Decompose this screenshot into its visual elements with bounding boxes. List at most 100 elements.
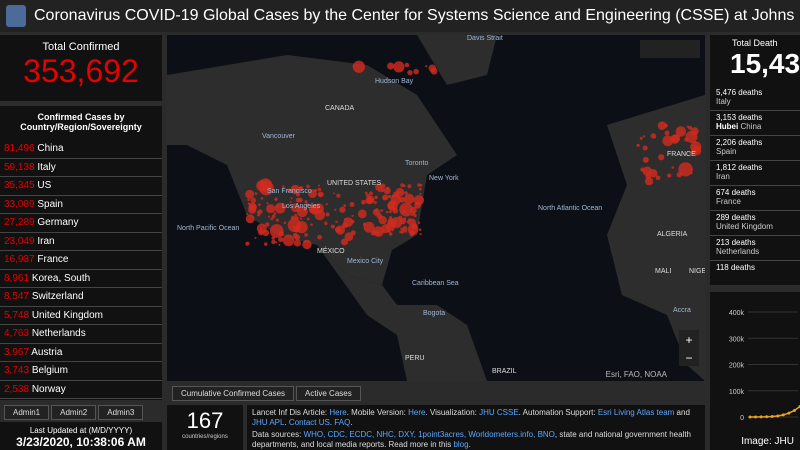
case-dot[interactable]	[257, 213, 261, 217]
case-dot[interactable]	[391, 194, 395, 198]
case-dot[interactable]	[691, 145, 702, 156]
case-dot[interactable]	[343, 204, 347, 208]
link[interactable]: FAQ	[334, 418, 351, 427]
link[interactable]: WHO, CDC, ECDC, NHC, DXY, 1point3acres, …	[303, 430, 555, 439]
list-row[interactable]: 16,937 France	[0, 251, 162, 270]
list-row[interactable]: 35,345 US	[0, 177, 162, 196]
case-dot[interactable]	[385, 210, 389, 214]
case-dot[interactable]	[274, 202, 286, 214]
case-dot[interactable]	[341, 238, 349, 246]
case-dot[interactable]	[317, 192, 322, 197]
case-dot[interactable]	[689, 151, 692, 155]
case-dot[interactable]	[258, 203, 261, 206]
case-dot[interactable]	[317, 234, 322, 240]
case-dot[interactable]	[419, 233, 422, 236]
case-dot[interactable]	[264, 242, 268, 246]
case-dot[interactable]	[399, 230, 403, 234]
case-dot[interactable]	[370, 230, 376, 236]
case-dot[interactable]	[361, 199, 366, 205]
case-dot[interactable]	[380, 209, 384, 212]
case-dot[interactable]	[407, 69, 413, 76]
case-dot[interactable]	[257, 210, 260, 214]
link[interactable]: Esri Living Atlas team	[597, 408, 675, 417]
case-dot[interactable]	[667, 173, 672, 178]
case-dot[interactable]	[376, 231, 380, 235]
case-dot[interactable]	[388, 230, 391, 233]
case-dot[interactable]	[644, 177, 654, 186]
case-dot[interactable]	[407, 184, 412, 189]
map-tools[interactable]	[640, 40, 700, 58]
case-dot[interactable]	[342, 222, 348, 229]
case-dot[interactable]	[413, 213, 417, 218]
case-dot[interactable]	[293, 239, 302, 247]
case-dot[interactable]	[325, 212, 330, 217]
case-dot[interactable]	[289, 201, 292, 204]
case-dot[interactable]	[245, 214, 255, 224]
case-dot[interactable]	[304, 200, 308, 204]
case-dot[interactable]	[387, 62, 395, 70]
tab[interactable]: Admin1	[4, 405, 50, 420]
case-dot[interactable]	[295, 197, 301, 203]
list-row[interactable]: 27,289 Germany	[0, 214, 162, 233]
case-dot[interactable]	[413, 68, 419, 75]
case-dot[interactable]	[384, 197, 387, 200]
case-dot[interactable]	[404, 191, 408, 195]
list-row[interactable]: 8,547 Switzerland	[0, 288, 162, 307]
case-dot[interactable]	[292, 225, 296, 229]
case-dot[interactable]	[266, 202, 269, 205]
case-dot[interactable]	[671, 166, 675, 169]
case-dot[interactable]	[266, 204, 276, 214]
case-dot[interactable]	[406, 220, 410, 224]
case-dot[interactable]	[260, 197, 264, 200]
case-dot[interactable]	[639, 136, 643, 140]
case-dot[interactable]	[417, 221, 421, 225]
case-dot[interactable]	[403, 193, 415, 205]
case-dot[interactable]	[418, 187, 422, 191]
link[interactable]: Contact US	[288, 418, 330, 427]
case-dot[interactable]	[373, 201, 377, 204]
tab[interactable]: Admin3	[98, 405, 144, 420]
case-dot[interactable]	[430, 67, 438, 75]
case-dot[interactable]	[688, 125, 693, 130]
case-dot[interactable]	[642, 145, 648, 151]
case-dot[interactable]	[399, 217, 407, 225]
case-dot[interactable]	[419, 183, 423, 187]
case-dot[interactable]	[364, 191, 368, 195]
list-row[interactable]: 3,967 Austria	[0, 344, 162, 362]
case-dot[interactable]	[388, 210, 392, 214]
case-dot[interactable]	[262, 229, 270, 237]
case-dot[interactable]	[368, 196, 372, 200]
zoom-out[interactable]: −	[685, 351, 692, 365]
case-dot[interactable]	[382, 196, 385, 199]
list-row[interactable]: 81,496 China	[0, 140, 162, 159]
case-dot[interactable]	[274, 197, 278, 201]
case-dot[interactable]	[363, 221, 375, 233]
case-dot[interactable]	[282, 234, 295, 247]
case-dot[interactable]	[271, 239, 276, 245]
case-dot[interactable]	[245, 189, 255, 199]
case-dot[interactable]	[315, 207, 319, 211]
case-dot[interactable]	[404, 230, 408, 233]
case-dot[interactable]	[275, 218, 280, 222]
case-dot[interactable]	[372, 208, 381, 216]
case-dot[interactable]	[306, 184, 310, 189]
case-dot[interactable]	[295, 235, 298, 239]
list-row[interactable]: 23,049 Iran	[0, 233, 162, 251]
case-dot[interactable]	[283, 221, 287, 225]
case-dot[interactable]	[404, 62, 410, 68]
case-dot[interactable]	[245, 241, 250, 246]
case-dot[interactable]	[270, 217, 274, 221]
case-dot[interactable]	[290, 197, 293, 200]
case-dot[interactable]	[278, 231, 285, 237]
link[interactable]: JHU APL	[252, 418, 285, 427]
case-dot[interactable]	[295, 192, 300, 197]
case-dot[interactable]	[694, 141, 697, 144]
tab[interactable]: Admin2	[51, 405, 97, 420]
case-dot[interactable]	[657, 121, 667, 131]
case-dot[interactable]	[640, 167, 645, 172]
case-dot[interactable]	[380, 183, 386, 189]
case-dot[interactable]	[663, 123, 668, 128]
case-dot[interactable]	[303, 240, 307, 243]
case-dot[interactable]	[393, 61, 405, 73]
case-dot[interactable]	[247, 202, 251, 205]
